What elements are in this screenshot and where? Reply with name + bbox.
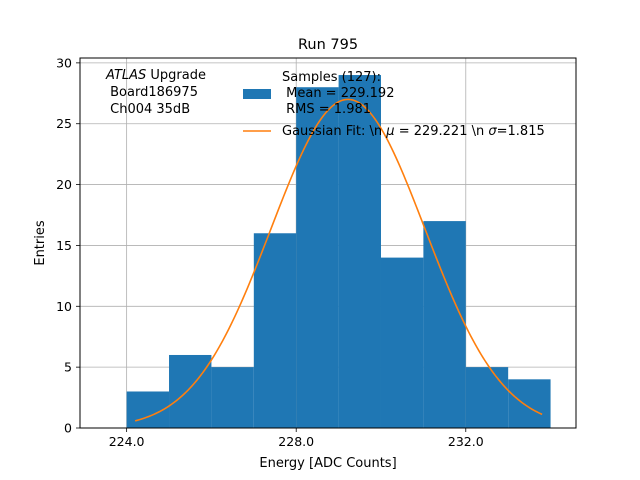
x-tick-label-0: 224.0: [109, 434, 145, 449]
channel-label: Ch004 35dB: [106, 102, 190, 117]
chart-title: Run 795: [298, 37, 358, 53]
y-tick-label-5: 25: [56, 116, 72, 131]
x-axis-label: Energy [ADC Counts]: [259, 456, 396, 471]
gaussian-fit-curve: [134, 98, 543, 422]
histogram-bar-3: [253, 233, 297, 428]
y-tick-label-3: 15: [56, 238, 72, 253]
y-tick-label-1: 5: [64, 360, 72, 375]
board-label: Board186975: [106, 85, 198, 100]
histogram-bars: [126, 75, 551, 429]
legend-samples-title: Samples (127):: [282, 70, 381, 85]
histogram-bar-1: [169, 354, 212, 428]
x-axis-ticks: 224.0 228.0 232.0: [109, 428, 484, 449]
legend-rms: RMS = 1.981: [282, 102, 371, 117]
plot-frame: [79, 57, 577, 429]
histogram-bar-6: [380, 257, 424, 428]
y-tick-label-2: 10: [56, 299, 72, 314]
y-tick-label-4: 20: [56, 177, 72, 192]
x-tick-label-1: 228.0: [278, 434, 314, 449]
svg-text:ATLAS Upgrade: ATLAS Upgrade: [105, 68, 206, 83]
y-axis-label: Entries: [33, 220, 48, 266]
y-axis-ticks: 0 5 10 15 20 25 30: [56, 55, 80, 436]
y-tick-label-6: 30: [56, 55, 72, 70]
legend-histogram-swatch: [243, 89, 271, 99]
legend: Samples (127): Mean = 229.192 RMS = 1.98…: [243, 70, 545, 139]
atlas-annotation: ATLAS Upgrade Board186975 Ch004 35dB: [105, 68, 206, 117]
gaussian-fit: [134, 98, 543, 422]
histogram-bar-4: [296, 87, 339, 429]
histogram-bar-2: [211, 367, 254, 428]
legend-mean: Mean = 229.192: [282, 86, 394, 101]
atlas-suffix: Upgrade: [146, 68, 206, 83]
histogram-bar-8: [465, 367, 509, 428]
histogram-bar-7: [423, 221, 466, 428]
x-tick-label-2: 232.0: [448, 434, 484, 449]
legend-fit-label: Gaussian Fit: \n μ = 229.221 \n σ=1.815: [282, 124, 545, 139]
histogram-bar-9: [508, 379, 551, 428]
y-tick-label-0: 0: [64, 421, 72, 436]
histogram-bar-5: [338, 75, 381, 428]
atlas-label: ATLAS: [105, 68, 146, 83]
